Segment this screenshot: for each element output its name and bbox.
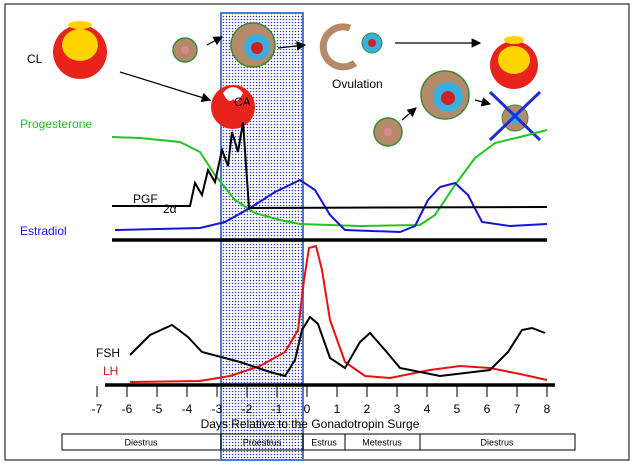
label-estradiol: Estradiol	[20, 224, 67, 238]
label-progesterone: Progesterone	[20, 117, 92, 131]
x-tick-label: 6	[484, 402, 491, 416]
label-fsh: FSH	[96, 346, 120, 360]
pgf-curve	[112, 122, 547, 208]
phase-bar: Diestrus Proestrus Estrus Metestrus Dies…	[62, 434, 575, 450]
x-tick-label: 4	[424, 402, 431, 416]
x-tick-label: -6	[122, 402, 133, 416]
x-tick-label: -4	[182, 402, 193, 416]
x-tick-label: 3	[394, 402, 401, 416]
label-lh: LH	[103, 364, 118, 378]
x-tick-label: 8	[544, 402, 551, 416]
x-tick-label: -1	[272, 402, 283, 416]
label-pgf-sub: 2α	[163, 202, 177, 216]
x-tick-label: -2	[242, 402, 253, 416]
progesterone-curve	[112, 130, 547, 226]
x-tick-label: -7	[92, 402, 103, 416]
page: {"labels": {"cl": "CL", "ca": "CA", "ovu…	[0, 0, 635, 465]
phase-label: Metestrus	[362, 437, 402, 447]
x-tick-label: 5	[454, 402, 461, 416]
lh-curve	[130, 246, 547, 382]
proestrus-band	[221, 13, 303, 460]
diagram: CL CA Ovulation Progesterone PGF 2α Estr…	[0, 0, 635, 465]
x-axis-title: Days Relative to the Gonadotropin Surge	[201, 417, 420, 431]
x-tick-label: -5	[152, 402, 163, 416]
x-tick-label: -3	[212, 402, 223, 416]
label-cl: CL	[27, 52, 43, 66]
phase-label: Estrus	[311, 437, 337, 447]
phase-label: Proestrus	[243, 437, 282, 447]
label-ovulation: Ovulation	[332, 77, 383, 91]
phase-label: Diestrus	[124, 437, 158, 447]
label-ca: CA	[234, 95, 251, 109]
phase-label: Diestrus	[480, 437, 514, 447]
x-tick-label: 0	[304, 402, 311, 416]
x-tick-label: 1	[334, 402, 341, 416]
x-tick-label: 7	[514, 402, 521, 416]
x-tick-label: 2	[364, 402, 371, 416]
label-pgf: PGF	[133, 192, 158, 206]
